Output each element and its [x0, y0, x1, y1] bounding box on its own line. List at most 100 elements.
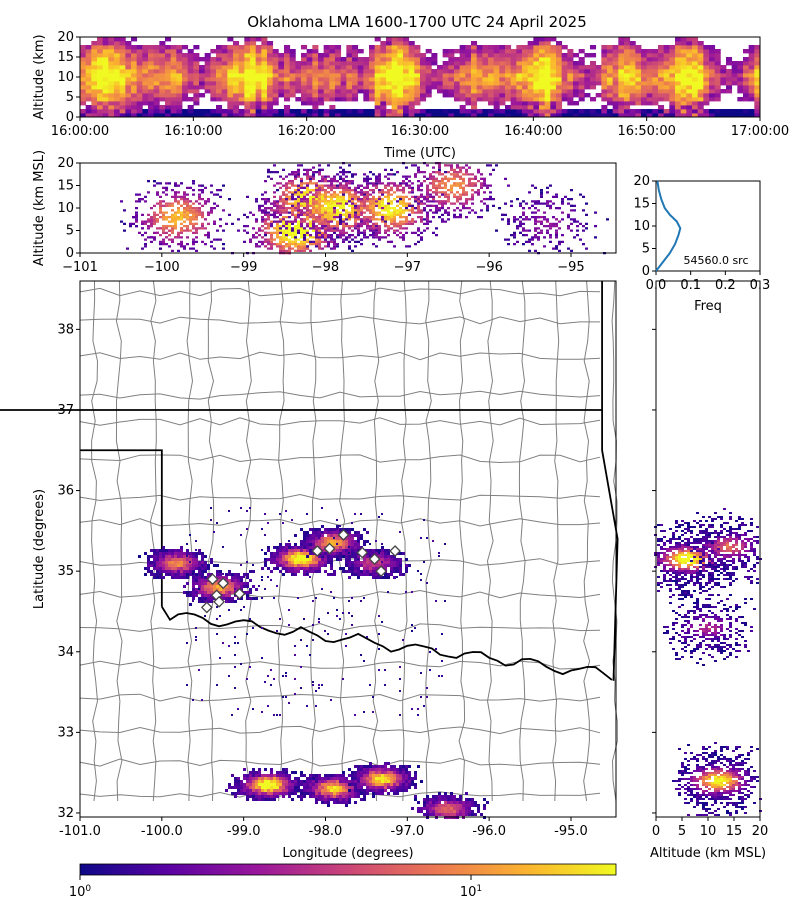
- lon-alt-cell: [279, 240, 282, 243]
- time-height-cell: [119, 73, 126, 78]
- time-height-cell: [250, 105, 257, 110]
- time-height-cell: [624, 97, 631, 102]
- time-height-cell: [267, 97, 274, 102]
- time-height-cell: [148, 61, 155, 66]
- lon-alt-cell: [264, 222, 267, 225]
- time-height-cell: [425, 73, 432, 78]
- lon-alt-cell: [300, 184, 303, 187]
- lon-alt-cell: [255, 236, 258, 239]
- time-height-cell: [425, 57, 432, 62]
- lon-alt-cell: [300, 195, 303, 198]
- lon-alt-cell: [156, 191, 159, 194]
- lon-alt-cell: [420, 231, 423, 234]
- time-height-cell: [91, 93, 98, 98]
- time-height-cell: [533, 85, 540, 90]
- lon-alt-cell: [312, 213, 315, 216]
- lon-alt-cell: [405, 195, 408, 198]
- lon-alt-cell: [267, 200, 270, 203]
- lon-alt-cell: [162, 186, 165, 189]
- time-height-cell: [516, 49, 523, 54]
- time-height-cell: [612, 49, 619, 54]
- lon-alt-cell: [420, 171, 423, 174]
- time-height-cell: [584, 81, 591, 86]
- lon-alt-cell: [438, 184, 441, 187]
- time-height-cell: [505, 85, 512, 90]
- time-height-cell: [363, 57, 370, 62]
- lon-alt-cell: [369, 177, 372, 180]
- lon-alt-cell: [210, 191, 213, 194]
- time-height-cell: [131, 53, 138, 58]
- time-height-cell: [493, 45, 500, 50]
- time-height-cell: [250, 97, 257, 102]
- lon-alt-cell: [330, 213, 333, 216]
- time-height-cell: [425, 69, 432, 74]
- time-height-cell: [624, 69, 631, 74]
- time-height-cell: [125, 73, 132, 78]
- time-height-cell: [471, 57, 478, 62]
- lon-alt-cell: [390, 168, 393, 171]
- time-height-cell: [731, 109, 738, 114]
- time-height-cell: [97, 93, 104, 98]
- time-height-cell: [238, 49, 245, 54]
- time-height-cell: [187, 49, 194, 54]
- lon-alt-cell: [264, 240, 267, 243]
- lon-alt-cell: [195, 211, 198, 214]
- lon-alt-cell: [459, 209, 462, 212]
- time-height-cell: [255, 69, 262, 74]
- lon-alt-cell: [171, 202, 174, 205]
- time-height-cell: [114, 113, 121, 118]
- time-height-cell: [550, 57, 557, 62]
- time-height-cell: [318, 53, 325, 58]
- lon-alt-cell: [423, 218, 426, 221]
- lon-alt-cell: [423, 180, 426, 183]
- time-height-cell: [295, 81, 302, 86]
- time-height-cell: [97, 45, 104, 50]
- time-height-cell: [97, 41, 104, 46]
- time-height-cell: [499, 45, 506, 50]
- time-height-cell: [567, 49, 574, 54]
- time-height-cell: [669, 113, 676, 118]
- time-height-cell: [499, 109, 506, 114]
- time-height-cell: [397, 65, 404, 70]
- lon-alt-cell: [366, 200, 369, 203]
- time-height-cell: [267, 73, 274, 78]
- time-height-cell: [142, 77, 149, 82]
- lon-alt-cell: [327, 220, 330, 223]
- lon-alt-cell: [474, 211, 477, 214]
- time-height-cell: [369, 65, 376, 70]
- time-height-cell: [369, 81, 376, 86]
- time-height-cell: [607, 77, 614, 82]
- lon-alt-cell: [390, 186, 393, 189]
- lon-alt-cell: [408, 222, 411, 225]
- lon-alt-cell: [192, 222, 195, 225]
- time-height-cell: [148, 113, 155, 118]
- lon-alt-cell: [162, 216, 165, 219]
- time-height-cell: [91, 109, 98, 114]
- lon-alt-cell: [402, 195, 405, 198]
- time-height-cell: [743, 113, 750, 118]
- time-height-cell: [573, 77, 580, 82]
- time-height-cell: [646, 109, 653, 114]
- lon-alt-cell: [195, 209, 198, 212]
- lon-alt-cell: [483, 180, 486, 183]
- lon-alt-cell: [312, 218, 315, 221]
- time-height-cell: [335, 109, 342, 114]
- time-height-cell: [85, 109, 92, 114]
- time-height-cell: [227, 57, 234, 62]
- time-height-cell: [397, 109, 404, 114]
- lon-alt-cell: [252, 234, 255, 237]
- time-height-cell: [595, 73, 602, 78]
- time-height-cell: [386, 113, 393, 118]
- time-height-cell: [238, 73, 245, 78]
- lon-alt-cell: [411, 189, 414, 192]
- time-height-cell: [578, 65, 585, 70]
- lon-alt-cell: [171, 227, 174, 230]
- lon-alt-cell: [375, 218, 378, 221]
- lon-alt-cell: [456, 200, 459, 203]
- lon-alt-cell: [348, 189, 351, 192]
- lon-alt-cell: [405, 227, 408, 230]
- time-height-cell: [408, 77, 415, 82]
- time-height-cell: [629, 69, 636, 74]
- time-height-cell: [726, 113, 733, 118]
- lon-alt-cell: [186, 204, 189, 207]
